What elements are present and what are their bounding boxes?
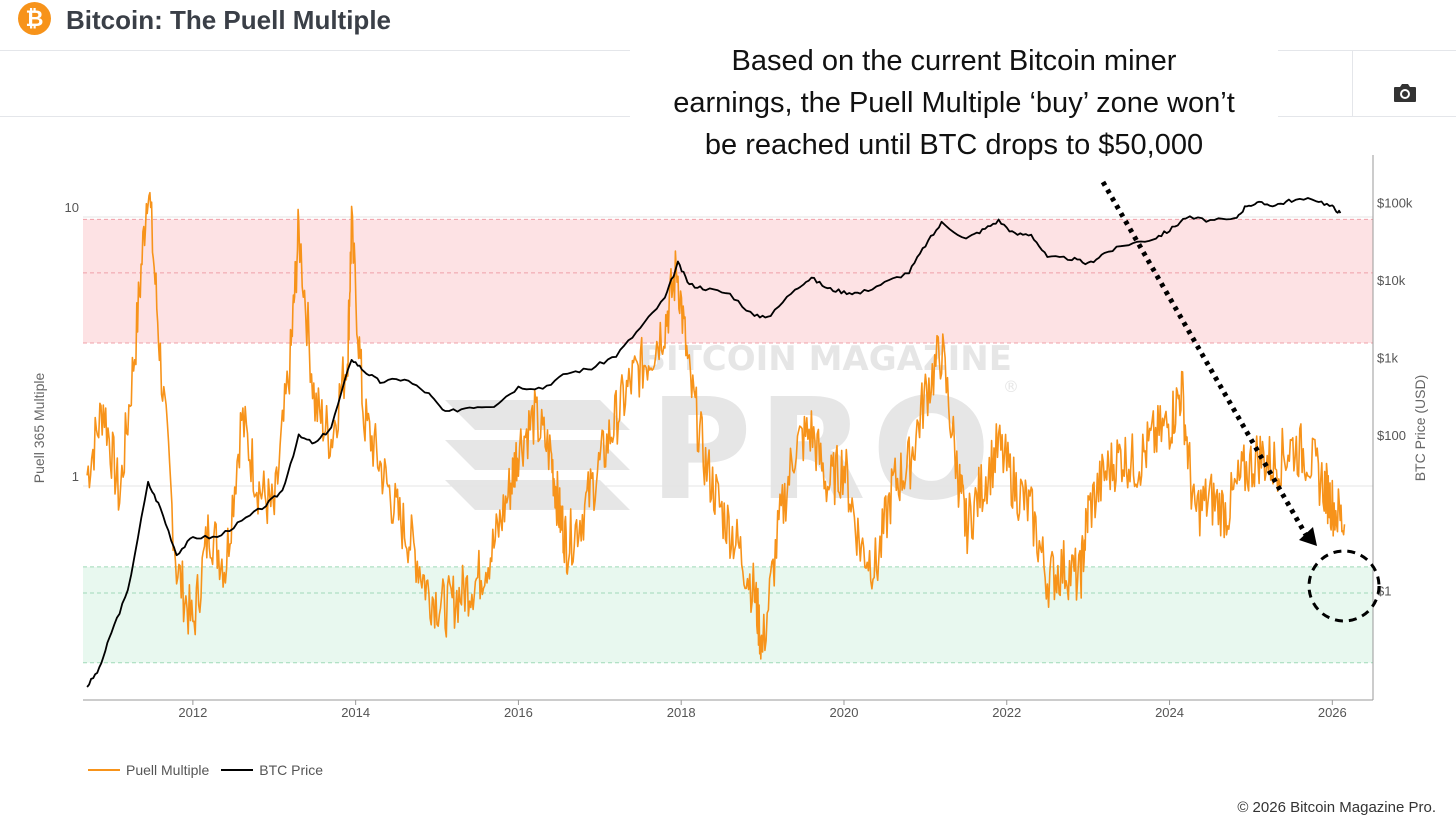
watermark-product: PRO: [649, 369, 996, 532]
highlight-circle: [1307, 549, 1381, 623]
tick-labels: 2012 2014 2016 2018 2020 2022 2024 2026 1 10 $1 $10…: [65, 195, 1413, 720]
puell-multiple-line: [86, 191, 1346, 660]
watermark: BITCOIN MAGAZINE PRO ®: [445, 339, 1019, 532]
zones-layer: [83, 218, 1373, 664]
annotation-line-2: earnings, the Puell Multiple ‘buy’ zone …: [673, 87, 1235, 119]
low-zone: [83, 566, 1373, 663]
btc-price-line: [86, 197, 1342, 688]
annotation-callout: Based on the current Bitcoin miner earni…: [630, 40, 1278, 166]
left-axis-title: Puell 365 Multiple: [31, 373, 47, 484]
annotation-line-3: be reached until BTC drops to $50,000: [704, 129, 1204, 161]
y-right-tick-label: $100: [1377, 428, 1406, 443]
legend-swatch: [221, 769, 254, 771]
toolbar-divider: [1352, 51, 1353, 116]
page-title: Bitcoin: The Puell Multiple: [66, 5, 391, 35]
btc-price-series: [86, 197, 1342, 688]
x-tick-label: 2014: [341, 705, 370, 720]
watermark-registered-mark: ®: [1003, 377, 1019, 396]
arrow-head-icon: [1299, 527, 1317, 546]
y-left-tick-label: 10: [65, 200, 79, 215]
y-right-tick-label: $100k: [1377, 195, 1413, 210]
right-axis-title: BTC Price (USD): [1412, 375, 1428, 482]
puell-multiple-series: [86, 191, 1346, 660]
y-right-tick-label: $1: [1377, 583, 1391, 598]
x-tick-label: 2024: [1155, 705, 1184, 720]
watermark-brand: BITCOIN MAGAZINE: [640, 339, 1012, 379]
legend-item-btc-price[interactable]: BTC Price: [221, 762, 323, 778]
legend-label: BTC Price: [259, 762, 324, 778]
copyright-footer: © 2026 Bitcoin Magazine Pro.: [1237, 799, 1436, 816]
high-zone: [83, 219, 1373, 343]
y-left-tick-label: 1: [72, 469, 79, 484]
x-tick-label: 2012: [178, 705, 207, 720]
y-right-tick-label: $10k: [1377, 273, 1406, 288]
y-right-tick-label: $1k: [1377, 351, 1398, 366]
x-tick-label: 2020: [830, 705, 859, 720]
annotation-line-1: Based on the current Bitcoin miner: [731, 45, 1177, 77]
axes: [83, 155, 1374, 701]
x-tick-label: 2022: [992, 705, 1021, 720]
legend-item-puell-multiple[interactable]: Puell Multiple: [88, 762, 209, 778]
legend-label: Puell Multiple: [126, 762, 210, 778]
x-tick-label: 2018: [667, 705, 696, 720]
bitcoin-logo-icon: ₿: [18, 2, 51, 35]
x-tick-label: 2026: [1318, 705, 1347, 720]
legend: Puell Multiple BTC Price: [88, 762, 323, 778]
camera-icon[interactable]: [1392, 81, 1418, 105]
annotation-arrow: [1100, 180, 1317, 546]
x-tick-label: 2016: [504, 705, 533, 720]
legend-swatch: [88, 769, 120, 771]
